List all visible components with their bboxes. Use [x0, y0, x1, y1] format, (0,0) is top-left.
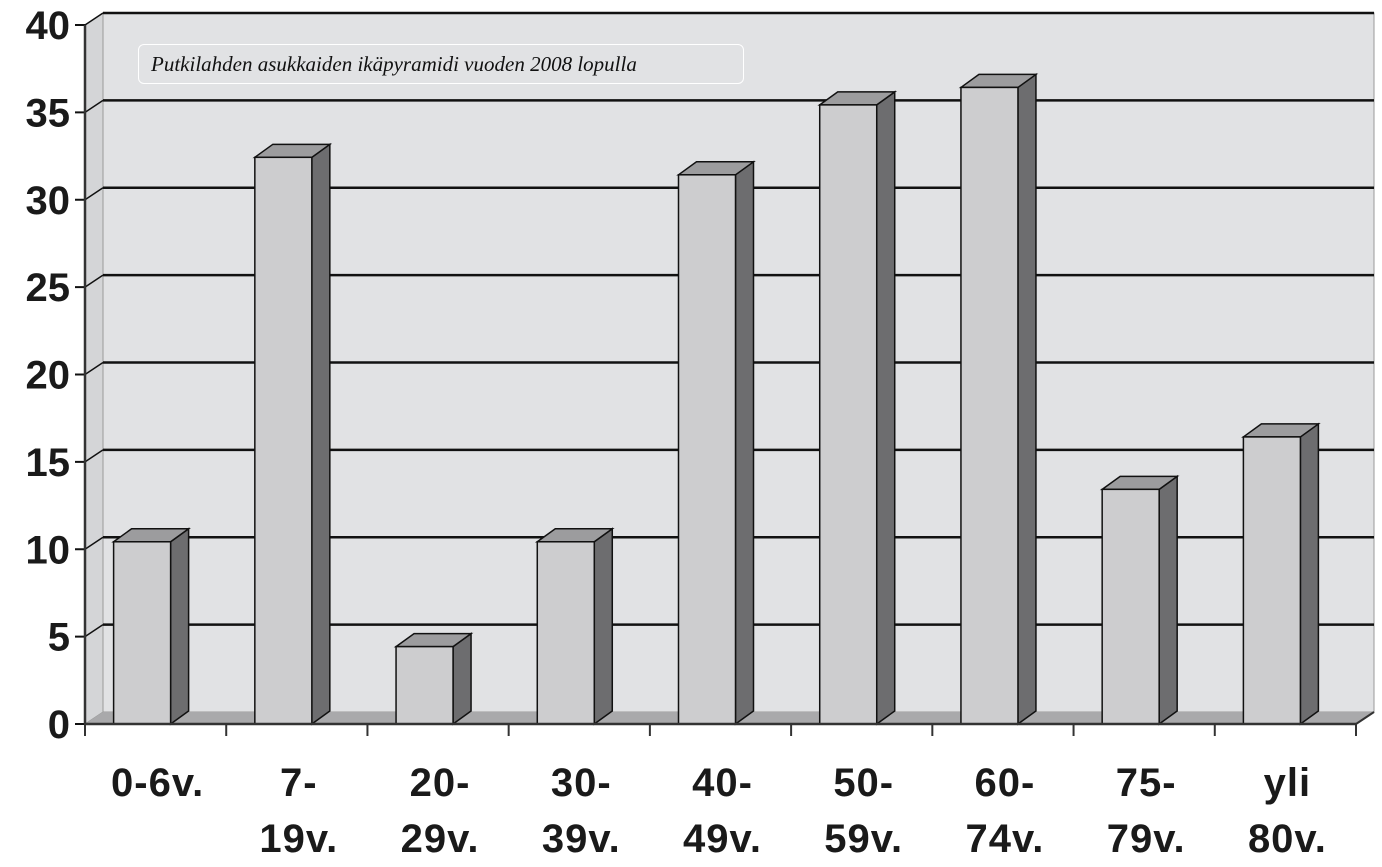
x-tick-label: 30-	[551, 761, 612, 805]
gridline-side	[84, 99, 104, 113]
bar-side	[734, 160, 755, 726]
bar-side	[875, 90, 896, 726]
y-tick-label: 15	[26, 441, 71, 485]
bar	[960, 86, 1019, 725]
chart-bars	[111, 72, 1321, 726]
x-tick-label: 20-	[410, 761, 471, 805]
bar	[1101, 488, 1160, 725]
x-tick-label: 59v.	[824, 817, 903, 861]
gridline-side	[84, 624, 104, 638]
gridline-side	[84, 274, 104, 288]
y-tick-label: 35	[26, 91, 71, 135]
bar	[536, 541, 596, 725]
y-tick-label: 0	[48, 703, 70, 747]
bar-side	[593, 527, 614, 726]
y-tick-label: 10	[26, 528, 71, 572]
bar	[818, 104, 878, 725]
bar-side	[1299, 422, 1320, 726]
gridline-side	[84, 361, 104, 376]
bar-side	[452, 632, 472, 726]
chart-axes: 0 5 10 15 20 25 30 35 40 0-6v. 7- 19v. 20- 29v. 30- 39v…	[26, 4, 1375, 861]
bar	[1242, 436, 1302, 725]
y-tick-label: 40	[26, 4, 71, 48]
x-tick-label: 40-	[692, 761, 753, 805]
x-tick-label: 50-	[833, 761, 894, 805]
x-tick-label: yli	[1264, 761, 1311, 805]
x-axis-depth	[1355, 711, 1375, 725]
y-tick-label: 20	[26, 354, 71, 398]
x-tick-label: 39v.	[542, 817, 621, 861]
gridline-side	[84, 536, 104, 550]
y-tick-label: 25	[26, 266, 71, 310]
y-tick-label: 30	[26, 179, 71, 223]
gridline-side	[84, 12, 104, 26]
x-tick-label: 49v.	[683, 817, 762, 861]
gridline-side	[84, 449, 104, 463]
bar	[112, 541, 172, 725]
bar	[254, 156, 313, 725]
bar-side	[311, 142, 331, 726]
y-tick-label: 5	[48, 616, 70, 660]
x-tick-label: 74v.	[965, 817, 1044, 861]
bar-side	[1158, 474, 1178, 726]
bar	[395, 645, 454, 725]
x-tick-label: 60-	[975, 761, 1036, 805]
bar-side	[169, 527, 190, 726]
x-tick-label: 0-6v.	[111, 761, 204, 805]
x-tick-label: 80v.	[1248, 817, 1327, 861]
x-tick-label: 75-	[1116, 761, 1177, 805]
x-tick-label: 7-	[280, 761, 318, 805]
x-tick-label: 29v.	[401, 817, 480, 861]
chart-title: Putkilahden asukkaiden ikäpyramidi vuode…	[138, 44, 744, 84]
bar	[677, 174, 737, 725]
x-tick-label: 79v.	[1107, 817, 1186, 861]
gridline-side	[84, 187, 104, 201]
x-tick-label: 19v.	[259, 817, 338, 861]
bar-side	[1017, 72, 1037, 726]
